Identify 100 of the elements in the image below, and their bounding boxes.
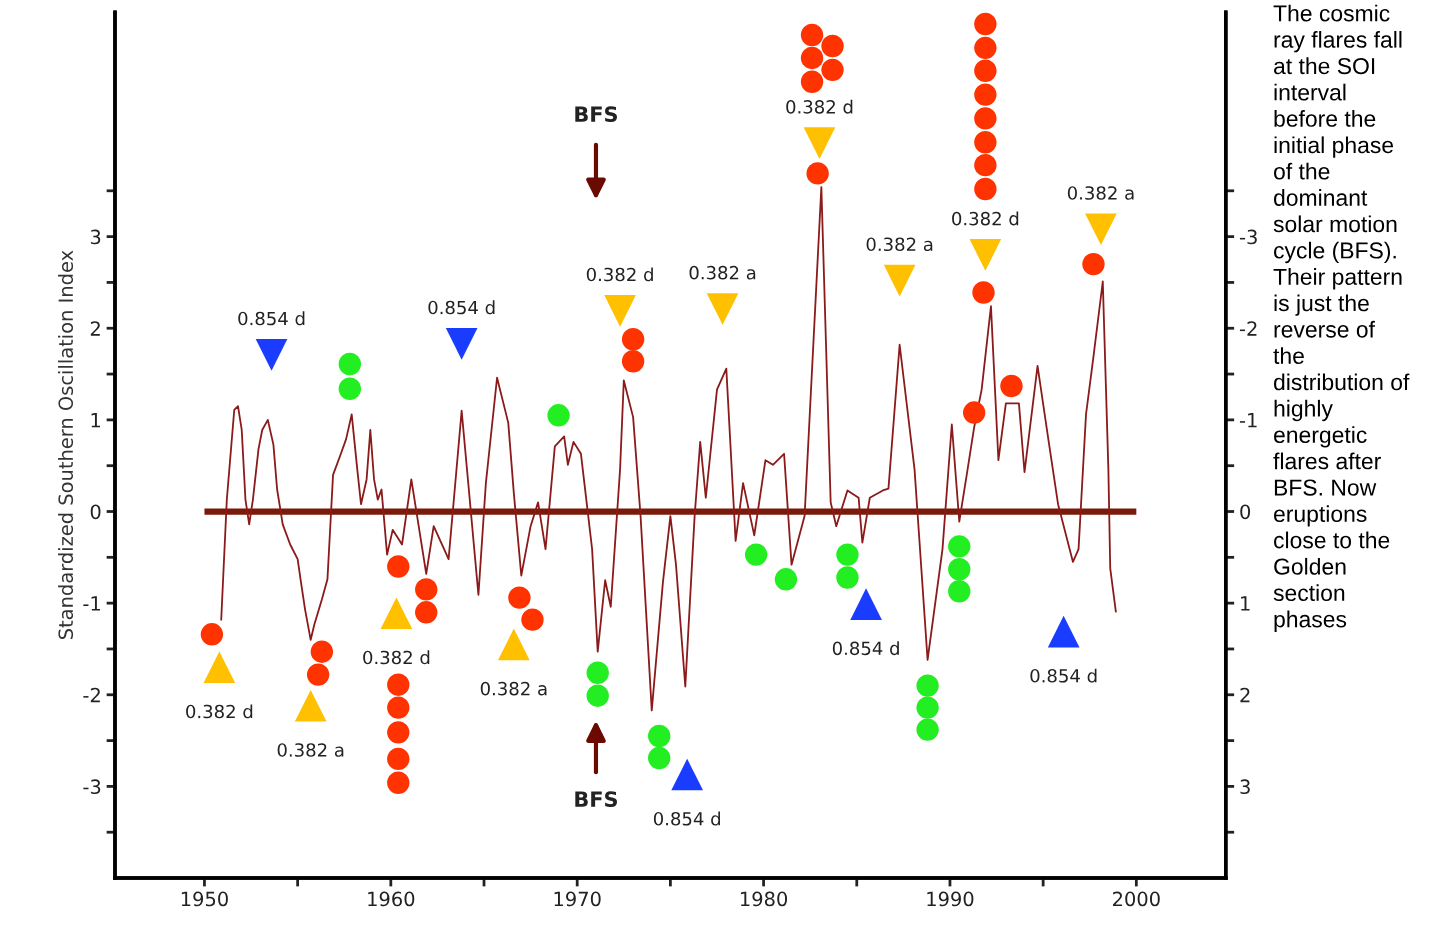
point — [310, 640, 334, 663]
point — [200, 623, 224, 646]
point — [387, 771, 410, 794]
point — [338, 352, 362, 376]
annotation: 0.382 a — [866, 237, 933, 252]
annotation: 0.382 a — [277, 743, 344, 757]
x-tick-label: 1950 — [181, 891, 228, 907]
point — [338, 377, 362, 400]
y-tick-label: -3 — [83, 779, 101, 795]
point — [948, 535, 971, 558]
point — [836, 566, 859, 589]
point — [800, 70, 824, 93]
point — [1082, 252, 1105, 276]
x-tick-label: 2000 — [1113, 891, 1160, 907]
point — [1085, 213, 1117, 246]
point — [604, 295, 636, 327]
point — [836, 543, 859, 566]
point — [387, 721, 410, 744]
point — [621, 350, 645, 373]
point — [916, 696, 939, 719]
point — [974, 12, 997, 36]
annotation: 0.382 d — [363, 650, 430, 665]
y2-tick-label: -1 — [1239, 413, 1257, 428]
annotation: 0.382 d — [586, 267, 653, 282]
y-tick-label: 3 — [90, 229, 101, 245]
x-tick-label: 1980 — [740, 891, 788, 907]
point — [969, 239, 1002, 271]
point — [621, 328, 645, 351]
point — [294, 689, 327, 722]
point — [974, 107, 997, 130]
point — [387, 673, 410, 696]
annotation: 0.382 a — [1067, 186, 1134, 200]
x-tick-label: 1990 — [927, 891, 974, 907]
point — [821, 34, 844, 58]
point — [916, 674, 939, 697]
point — [671, 758, 703, 791]
annotation: 0.854 d — [1030, 668, 1097, 683]
point — [387, 696, 410, 719]
point — [974, 59, 997, 82]
y2-tick-label: 1 — [1241, 596, 1250, 611]
point — [974, 83, 997, 106]
annotation: 0.854 d — [238, 311, 305, 326]
point — [498, 628, 530, 661]
point — [380, 597, 413, 630]
point — [948, 580, 971, 603]
point — [306, 663, 330, 686]
point — [744, 543, 768, 566]
point — [445, 327, 478, 360]
point — [962, 401, 986, 424]
point — [948, 558, 971, 581]
annotation: BFS — [575, 791, 617, 808]
annotation: 0.854 d — [428, 300, 495, 315]
y-axis-title: Standardized Southern Oscillation Index — [58, 250, 74, 639]
y-tick-label: 1 — [91, 413, 100, 428]
annotation: BFS — [575, 106, 617, 123]
y-tick-label: 2 — [90, 321, 100, 336]
annotation: 0.382 d — [186, 704, 253, 719]
point — [387, 747, 410, 771]
y-tick-label: -1 — [83, 596, 100, 611]
point — [803, 127, 836, 159]
point — [415, 601, 438, 624]
annotation: 0.382 a — [480, 681, 547, 696]
point — [800, 23, 824, 47]
point — [821, 58, 844, 82]
y-tick-label: -2 — [83, 687, 100, 703]
point — [774, 568, 798, 591]
point — [521, 608, 544, 631]
point — [508, 586, 531, 609]
point — [648, 746, 671, 770]
annotation: 0.382 a — [689, 265, 756, 280]
y2-tick-label: 2 — [1240, 687, 1250, 703]
point — [203, 651, 236, 684]
point — [387, 555, 410, 578]
point — [916, 718, 939, 741]
annotation: 0.854 d — [653, 811, 720, 826]
point — [800, 46, 824, 70]
y2-tick-label: 3 — [1240, 779, 1250, 795]
point — [415, 578, 438, 601]
point — [974, 153, 997, 177]
point — [974, 36, 997, 60]
point — [850, 588, 882, 620]
point — [806, 162, 829, 185]
point — [1000, 374, 1023, 398]
point — [883, 264, 916, 297]
point — [547, 404, 570, 427]
y2-tick-label: -2 — [1239, 321, 1257, 336]
point — [255, 338, 288, 371]
text: The cosmic ray flares fall at the SOI interval before the initial phase of the dominant solar motion cycle (BFS). Their pattern is just the reverse of the distribution of highly energetic flares after BFS. Now eruptions close to the Golden section phases — [1273, 4, 1410, 632]
annotation: 0.382 d — [952, 211, 1019, 226]
point — [706, 293, 739, 325]
y-tick-label: 0 — [90, 504, 101, 520]
point — [648, 724, 671, 748]
point — [586, 661, 609, 684]
point — [586, 684, 609, 707]
point — [972, 281, 995, 304]
y2-tick-label: -3 — [1239, 229, 1257, 245]
x-tick-label: 1970 — [554, 891, 601, 907]
annotation: 0.854 d — [832, 641, 899, 656]
point — [974, 177, 997, 201]
point — [1047, 615, 1080, 648]
